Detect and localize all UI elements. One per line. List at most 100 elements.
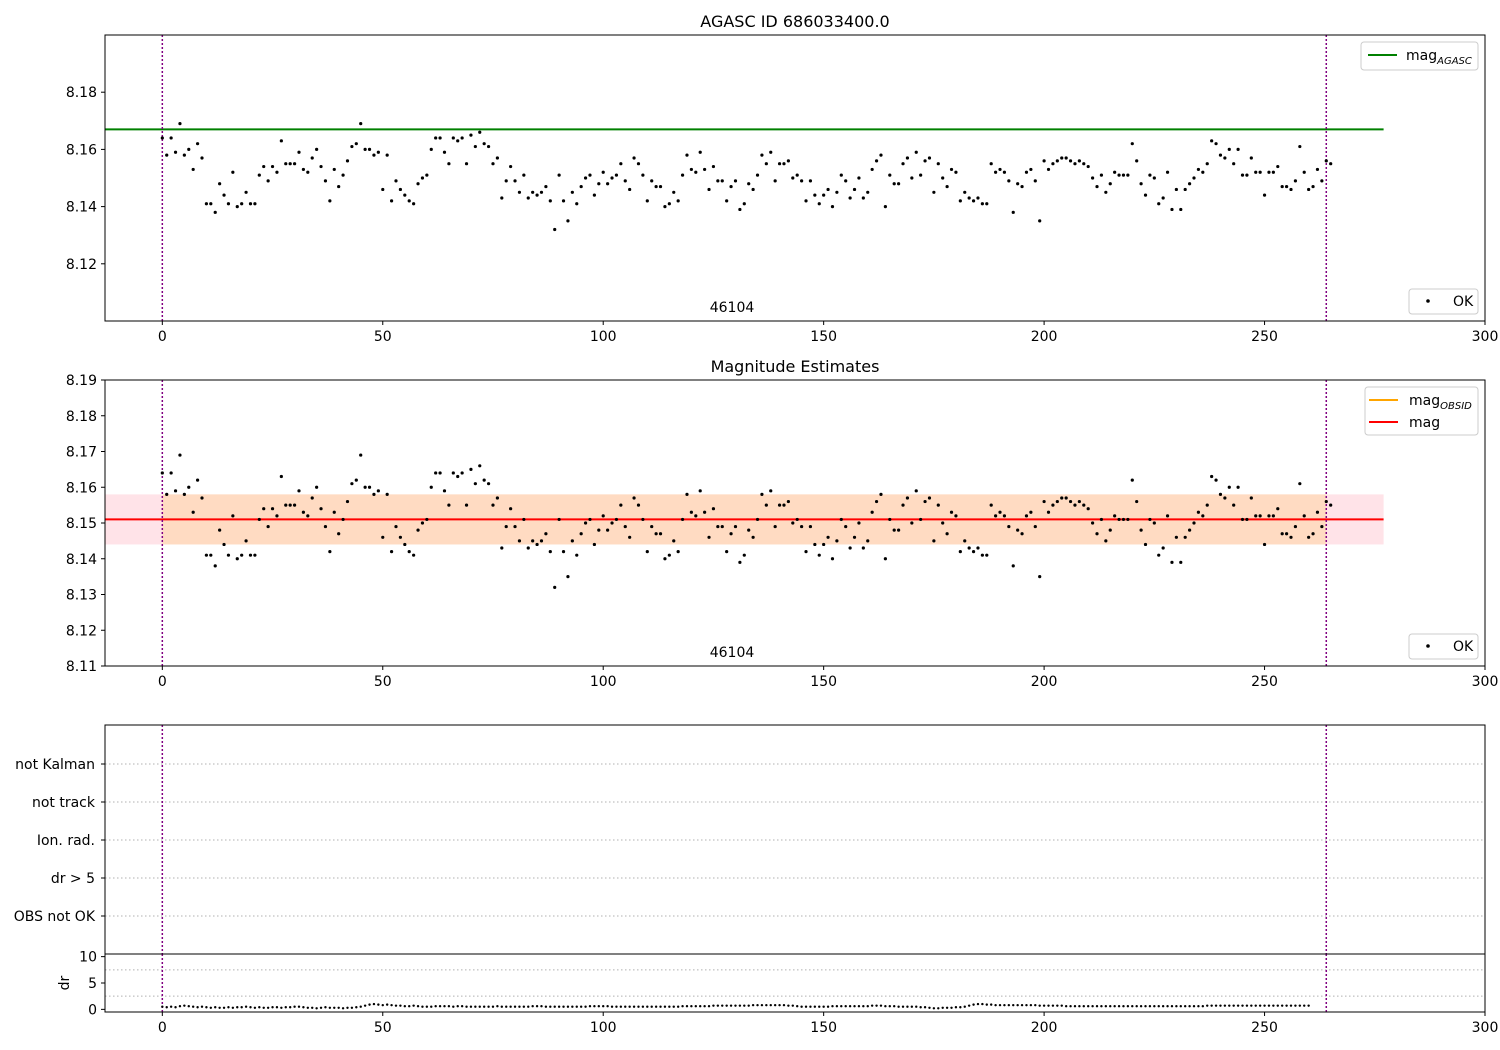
p1-ok-point-208 [1077, 159, 1081, 163]
dr-point-59 [421, 1005, 424, 1008]
p1-ok-point-133 [747, 182, 751, 186]
p2-ok-point-248 [1254, 514, 1258, 518]
dr-point-167 [897, 1005, 900, 1008]
p1-ok-point-158 [857, 176, 861, 180]
dr-point-191 [1003, 1003, 1006, 1007]
p1-ok-point-44 [354, 142, 358, 146]
dr-point-221 [1135, 1005, 1138, 1008]
p2-ok-point-210 [1086, 507, 1090, 511]
dr-point-190 [998, 1003, 1002, 1007]
p2-ok-point-238 [1210, 474, 1214, 479]
p1-ok-point-233 [1188, 182, 1192, 186]
p1-ok-point-60 [425, 173, 429, 177]
dr-point-130 [734, 1004, 737, 1007]
p2-ok-point-68 [460, 471, 464, 475]
dr-point-125 [712, 1004, 715, 1007]
p2-ok-point-27 [279, 474, 283, 479]
p1-ok-point-228 [1165, 170, 1170, 174]
dr-point-166 [893, 1005, 896, 1008]
p1-ok-point-253 [1276, 164, 1280, 169]
p1-ok-point-78 [504, 179, 508, 183]
dr-point-128 [725, 1004, 728, 1007]
p1-ok-point-9 [200, 156, 204, 160]
p2-ok-point-160 [866, 539, 870, 543]
dr-point-25 [271, 1006, 274, 1009]
p2-ok-point-118 [680, 517, 685, 522]
p1-ok-point-240 [1218, 153, 1223, 157]
p2-ok-point-145 [800, 524, 804, 529]
p2-ok-point-180 [954, 514, 958, 518]
p2-ok-point-25 [270, 507, 275, 511]
p1-ok-point-114 [663, 205, 667, 209]
p1-ok-point-137 [764, 162, 768, 166]
p2-ok-point-99 [597, 528, 601, 532]
p2-ok-point-233 [1188, 528, 1192, 532]
p2-ok-point-1 [165, 492, 169, 496]
dr-point-254 [1280, 1004, 1284, 1007]
dr-point-174 [928, 1006, 931, 1009]
dr-point-14 [222, 1006, 226, 1009]
p2-ok-point-186 [980, 553, 984, 557]
p2-ytick-label-0: 8.11 [66, 659, 97, 675]
p1-ok-point-250 [1262, 193, 1267, 197]
p1-ok-point-164 [883, 205, 887, 209]
dr-point-40 [337, 1006, 340, 1009]
p2-ok-point-38 [328, 550, 332, 554]
dr-point-134 [751, 1003, 755, 1007]
p2-ok-point-83 [526, 546, 530, 550]
dr-point-58 [416, 1005, 420, 1008]
p2-ok-point-161 [870, 510, 874, 514]
p1-ok-point-263 [1320, 179, 1324, 183]
p1-ok-point-116 [672, 190, 676, 194]
p1-ok-point-16 [231, 170, 235, 174]
dr-point-217 [1117, 1005, 1121, 1008]
p2-ok-point-225 [1152, 521, 1156, 525]
p2-ok-point-30 [292, 503, 297, 507]
p1-ok-point-193 [1011, 210, 1015, 214]
p1-ok-point-121 [694, 170, 698, 174]
p1-ok-point-172 [919, 173, 923, 177]
p2-ok-point-34 [310, 496, 314, 500]
p1-ok-point-33 [306, 170, 310, 174]
p2-ok-point-100 [601, 514, 605, 518]
p2-ok-point-24 [266, 524, 270, 529]
dr-point-79 [509, 1005, 512, 1008]
dr-point-168 [901, 1005, 905, 1008]
p1-xtick-label-6: 300 [1472, 329, 1499, 345]
p1-ok-point-147 [808, 179, 813, 183]
dr-point-189 [994, 1003, 997, 1007]
p2-ok-point-140 [777, 503, 782, 507]
dr-point-243 [1232, 1004, 1235, 1007]
p1-ok-point-56 [407, 199, 411, 203]
p1-ok-point-214 [1104, 190, 1108, 194]
dr-point-163 [879, 1004, 883, 1007]
p1-xtick-label-2: 100 [590, 329, 617, 345]
p1-ok-point-14 [222, 193, 226, 197]
panel-dr: 0 50 100 150 200 250 300 0 5 10 dr [57, 950, 1498, 1036]
dr-point-0 [161, 1005, 164, 1008]
p1-ok-point-92 [566, 219, 570, 223]
p2-ok-point-176 [936, 503, 940, 507]
p1-ok-point-131 [738, 207, 742, 212]
dr-point-170 [910, 1005, 914, 1008]
p2-ok-point-71 [473, 482, 477, 486]
dr-point-55 [403, 1005, 407, 1008]
p2-ok-point-216 [1113, 514, 1117, 518]
p1-ok-point-246 [1245, 173, 1249, 177]
p2-ytick-label-6: 8.17 [66, 445, 97, 461]
p2-ok-point-252 [1271, 514, 1275, 518]
p1-ok-point-48 [372, 153, 376, 157]
panel-1-frame [104, 34, 1486, 322]
dr-point-4 [178, 1005, 182, 1008]
p1-ok-point-178 [945, 184, 949, 189]
p2-ok-point-193 [1011, 564, 1015, 568]
p1-ok-point-32 [301, 167, 306, 172]
p1-ok-point-184 [971, 199, 976, 203]
p2-ok-point-196 [1024, 514, 1029, 518]
p2-ok-point-59 [420, 521, 425, 525]
dr-point-101 [606, 1005, 609, 1008]
p4-xtick-label-5: 250 [1251, 1020, 1278, 1036]
p2-ok-point-56 [407, 550, 411, 554]
dr-point-133 [747, 1004, 750, 1007]
p2-ok-point-131 [738, 560, 742, 564]
